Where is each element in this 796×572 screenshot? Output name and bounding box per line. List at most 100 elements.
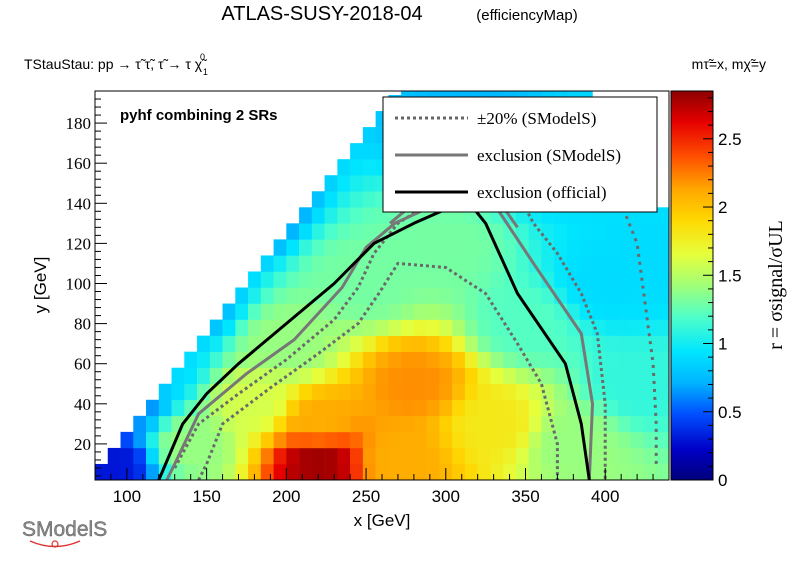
heatmap-cell bbox=[439, 319, 453, 336]
heatmap-cell bbox=[464, 91, 478, 96]
heatmap-cell bbox=[452, 367, 466, 385]
heatmap-cell bbox=[413, 303, 427, 320]
heatmap-cell bbox=[477, 271, 491, 288]
heatmap-cell bbox=[426, 255, 440, 272]
heatmap-cell bbox=[388, 319, 402, 336]
heatmap-cell bbox=[311, 255, 325, 272]
heatmap-cell bbox=[362, 287, 376, 304]
heatmap-cell bbox=[401, 399, 415, 417]
heatmap-cell bbox=[209, 319, 223, 336]
heatmap-cell bbox=[579, 255, 593, 272]
heatmap-cell bbox=[388, 415, 402, 433]
heatmap-cell bbox=[133, 431, 147, 449]
heatmap-cell bbox=[337, 223, 351, 240]
heatmap-cell bbox=[299, 431, 313, 449]
heatmap-cell bbox=[235, 303, 249, 320]
heatmap-cell bbox=[248, 463, 262, 480]
heatmap-cell bbox=[477, 367, 491, 385]
chart-subtitle: (efficiencyMap) bbox=[476, 7, 577, 24]
heatmap-cell bbox=[617, 383, 632, 401]
heatmap-cell bbox=[528, 399, 542, 417]
heatmap-cell bbox=[299, 255, 313, 272]
heatmap-cell bbox=[95, 463, 109, 480]
heatmap-cell bbox=[350, 319, 364, 336]
heatmap-cell bbox=[324, 207, 338, 224]
heatmap-cell bbox=[554, 255, 568, 272]
heatmap-cell bbox=[299, 239, 313, 256]
heatmap-cell bbox=[452, 223, 466, 240]
heatmap-cell bbox=[452, 383, 466, 401]
heatmap-cell bbox=[146, 399, 160, 417]
heatmap-cell bbox=[541, 367, 555, 385]
heatmap-cell bbox=[592, 239, 606, 256]
heatmap-cell bbox=[464, 351, 478, 369]
heatmap-cell bbox=[350, 447, 364, 465]
heatmap-cell bbox=[222, 399, 236, 417]
heatmap-cell bbox=[515, 319, 529, 336]
heatmap-cell bbox=[299, 415, 313, 433]
heatmap-cell bbox=[362, 463, 376, 480]
heatmap-cell bbox=[426, 415, 440, 433]
heatmap-cell bbox=[273, 271, 287, 288]
heatmap-cell bbox=[273, 239, 287, 256]
heatmap-cell bbox=[350, 431, 364, 449]
heatmap-cell bbox=[656, 255, 669, 272]
heatmap-cell bbox=[490, 91, 504, 96]
heatmap-cell bbox=[337, 191, 351, 208]
heatmap-cell bbox=[630, 367, 644, 385]
heatmap-cell bbox=[286, 367, 300, 385]
heatmap-cell bbox=[541, 223, 555, 240]
heatmap-cell bbox=[439, 303, 453, 320]
colorbar bbox=[670, 90, 714, 481]
heatmap-cell bbox=[362, 255, 376, 272]
heatmap-cell bbox=[299, 223, 313, 240]
heatmap-cell bbox=[554, 431, 568, 449]
heatmap-cell bbox=[554, 367, 568, 385]
heatmap-cell bbox=[503, 287, 517, 304]
logo-text: SModelS bbox=[22, 518, 107, 541]
heatmap-cell bbox=[490, 287, 504, 304]
heatmap-cell bbox=[515, 415, 529, 433]
colorbar-axis: 0 0.5 1 1.5 2 2.5 bbox=[703, 97, 742, 490]
heatmap-cell bbox=[286, 383, 300, 401]
process-label-sup: 0 bbox=[200, 52, 205, 62]
mass-label: mτ̃=x, mχ̃=y bbox=[692, 56, 766, 72]
heatmap-cell bbox=[286, 399, 300, 417]
heatmap-cell bbox=[222, 303, 236, 320]
heatmap-cell bbox=[617, 255, 632, 272]
heatmap-cell bbox=[452, 255, 466, 272]
heatmap-cell bbox=[566, 447, 581, 465]
heatmap-cell bbox=[222, 463, 236, 480]
heatmap-cell bbox=[554, 223, 568, 240]
heatmap-cell bbox=[617, 223, 632, 240]
heatmap-cell bbox=[362, 335, 376, 352]
heatmap-cell bbox=[324, 415, 338, 433]
heatmap-cell bbox=[656, 271, 669, 288]
heatmap-cell bbox=[515, 463, 529, 480]
heatmap-cell bbox=[426, 319, 440, 336]
heatmap-cell bbox=[260, 431, 274, 449]
heatmap-cell bbox=[158, 399, 172, 417]
heatmap-cell bbox=[426, 351, 440, 369]
heatmap-cell bbox=[350, 399, 364, 417]
heatmap-cell bbox=[464, 383, 478, 401]
heatmap-cell bbox=[579, 271, 593, 288]
heatmap-cell bbox=[605, 303, 619, 320]
heatmap-cell bbox=[133, 415, 147, 433]
heatmap-cell bbox=[426, 431, 440, 449]
heatmap-cell bbox=[643, 399, 657, 417]
legend: ±20% (SModelS) exclusion (SModelS) exclusi… bbox=[382, 96, 658, 213]
heatmap-cell bbox=[286, 447, 300, 465]
heatmap-cell bbox=[592, 319, 606, 336]
heatmap-cell bbox=[630, 319, 644, 336]
heatmap-cell bbox=[503, 415, 517, 433]
heatmap-cell bbox=[528, 351, 542, 369]
heatmap-cell bbox=[452, 415, 466, 433]
heatmap-cell bbox=[643, 271, 657, 288]
heatmap-cell bbox=[260, 255, 274, 272]
heatmap-cell bbox=[528, 383, 542, 401]
heatmap-cell bbox=[362, 271, 376, 288]
heatmap-cell bbox=[107, 463, 121, 480]
heatmap-cell bbox=[592, 463, 606, 480]
heatmap-cell bbox=[260, 335, 274, 352]
